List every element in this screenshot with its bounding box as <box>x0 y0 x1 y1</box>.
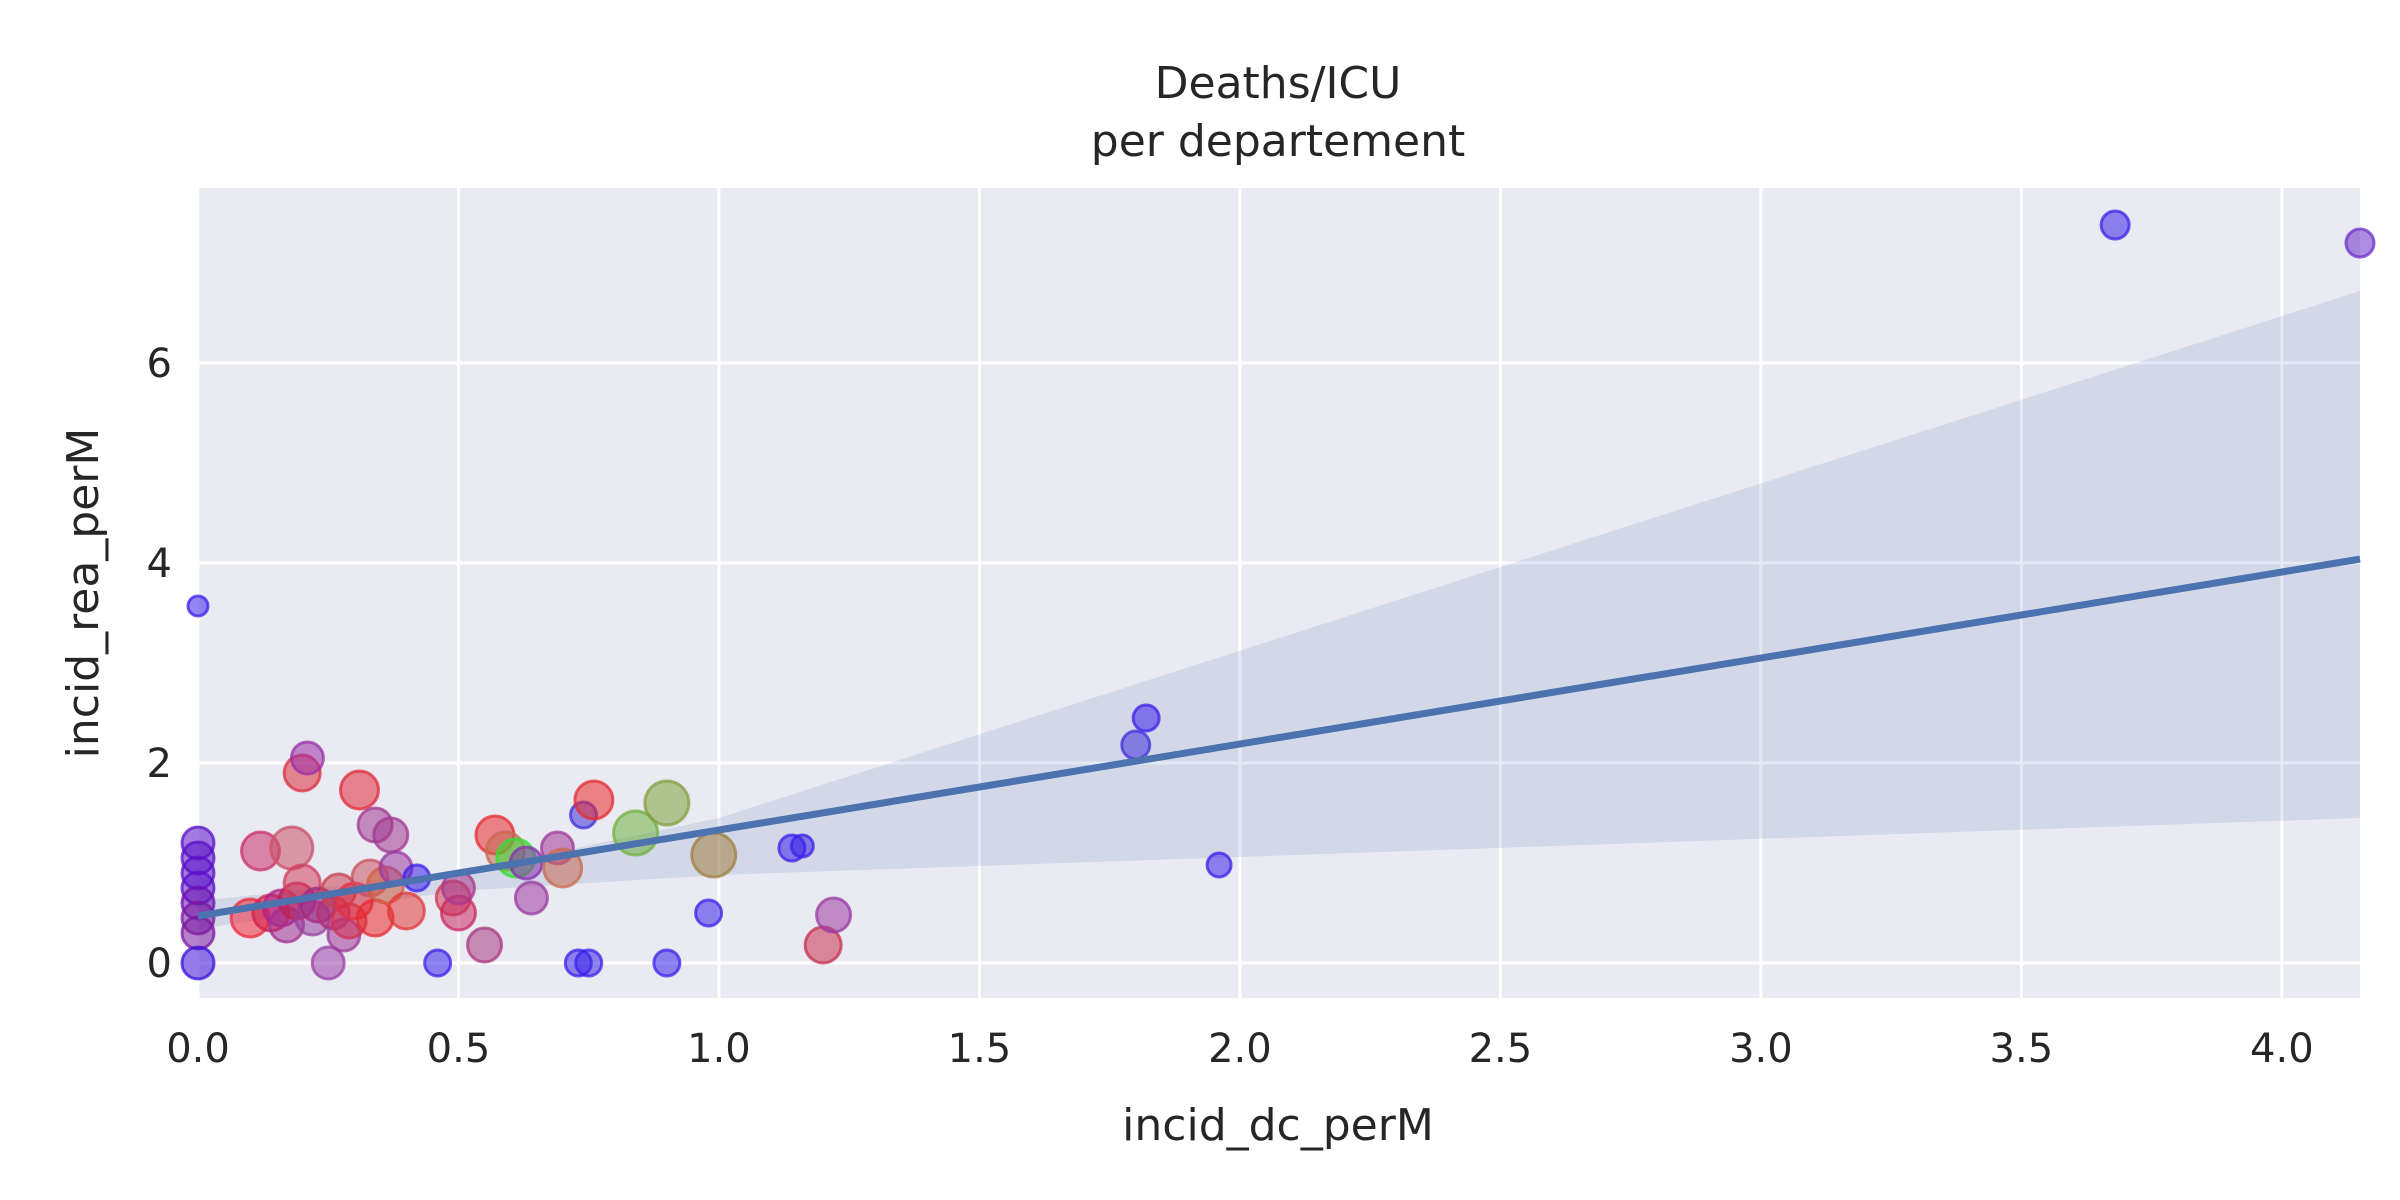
data-point <box>815 896 853 934</box>
x-tick-label: 0.0 <box>166 1026 230 1072</box>
data-point <box>269 825 315 871</box>
grid-lines <box>196 188 2360 998</box>
data-point <box>1205 851 1233 879</box>
regression-line <box>197 555 2361 920</box>
x-tick-label: 4.0 <box>2250 1026 2314 1072</box>
x-tick-label: 3.0 <box>1729 1026 1793 1072</box>
data-point <box>423 948 453 978</box>
data-point <box>289 740 325 776</box>
data-point <box>186 594 210 618</box>
data-point <box>466 926 504 964</box>
data-point <box>573 779 615 821</box>
data-point <box>1131 703 1161 733</box>
data-point <box>513 880 549 916</box>
y-tick-label: 4 <box>147 541 172 587</box>
data-point <box>643 779 691 827</box>
y-tick-label: 2 <box>147 741 172 787</box>
data-point <box>386 891 426 931</box>
y-tick-label: 6 <box>147 341 172 387</box>
chart-title-line-1: Deaths/ICU <box>1155 58 1402 109</box>
x-tick-label: 0.5 <box>427 1026 491 1072</box>
confidence-band <box>198 291 2360 929</box>
y-tick-label: 0 <box>147 941 172 987</box>
x-tick-label: 1.5 <box>948 1026 1012 1072</box>
x-tick-label: 2.0 <box>1208 1026 1272 1072</box>
x-axis-label: incid_dc_perM <box>1122 1100 1434 1151</box>
data-point <box>338 769 380 811</box>
data-point <box>690 831 738 879</box>
data-point <box>694 898 724 928</box>
data-point <box>2344 227 2376 259</box>
x-tick-label: 2.5 <box>1469 1026 1533 1072</box>
confidence-band-group <box>198 291 2360 929</box>
data-point <box>310 945 346 981</box>
data-point <box>789 833 815 859</box>
x-tick-label: 1.0 <box>687 1026 751 1072</box>
tick-labels: 0.0 0.5 1.0 1.5 2.0 2.5 3.0 3.5 4.0 0 2 4 6 <box>147 341 2314 1072</box>
y-axis-label: incid_rea_perM <box>58 428 109 759</box>
chart-title-line-2: per departement <box>1091 116 1465 167</box>
data-point <box>574 948 604 978</box>
data-point <box>180 945 216 981</box>
x-tick-label: 3.5 <box>1990 1026 2054 1072</box>
data-point <box>1120 729 1152 761</box>
data-point <box>372 816 410 854</box>
data-point <box>2099 209 2131 241</box>
data-point <box>180 915 216 951</box>
data-point <box>652 948 682 978</box>
regression-line-group <box>197 555 2361 920</box>
